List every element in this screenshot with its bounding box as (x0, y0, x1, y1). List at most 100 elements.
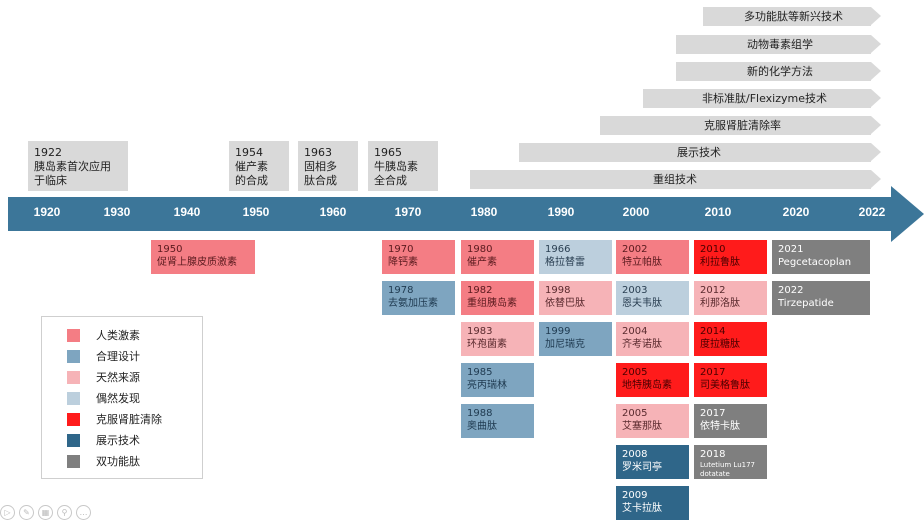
drug-year: 2005 (622, 367, 648, 378)
legend-label: 克服肾脏清除 (96, 413, 162, 426)
legend-item: 合理设计 (67, 348, 140, 364)
drug-card: 1985 亮丙瑞林 (461, 363, 534, 397)
tech-arrow-label: 新的化学方法 (747, 65, 813, 78)
drug-name: 奥曲肽 (467, 421, 497, 432)
drug-card: 1950 促肾上腺皮质激素 (151, 240, 255, 274)
drug-card: 1982 重组胰岛素 (461, 281, 534, 315)
drug-card: 2017 司美格鲁肽 (694, 363, 767, 397)
drug-card: 1966 格拉替雷 (539, 240, 612, 274)
drug-name: 重组胰岛素 (467, 298, 517, 309)
drug-year: 2008 (622, 449, 648, 460)
drug-year: 1988 (467, 408, 493, 419)
legend-label: 天然来源 (96, 371, 140, 384)
drug-year: 2017 (700, 408, 726, 419)
drug-card: 2008 罗米司亭 (616, 445, 689, 479)
drug-name: 依替巴肽 (545, 298, 585, 309)
drug-year: 1980 (467, 244, 493, 255)
tech-arrow-toxinomics: 动物毒素组学 (676, 35, 881, 54)
drug-card: 2010 利拉鲁肽 (694, 240, 767, 274)
legend-swatch (67, 370, 80, 384)
zoom-icon[interactable]: ⚲ (57, 505, 72, 520)
drug-year: 2012 (700, 285, 726, 296)
play-icon[interactable]: ▷ (0, 505, 15, 520)
drug-card: 2022 Tirzepatide (772, 281, 870, 315)
drug-card: 1978 去氨加压素 (382, 281, 455, 315)
drug-year: 2010 (700, 244, 726, 255)
drug-name: 艾卡拉肽 (622, 503, 662, 514)
axis-arrowhead (891, 186, 924, 242)
drug-card: 1988 奥曲肽 (461, 404, 534, 438)
milestone-text: 胰岛素首次应用 于临床 (34, 160, 111, 187)
drug-year: 1978 (388, 285, 414, 296)
legend-swatch (67, 412, 80, 426)
tech-arrow-flexizyme: 非标准肽/Flexizyme技术 (643, 89, 881, 108)
legend: 人类激素 合理设计 天然来源 偶然发现 克服肾脏清除 展示技术 双功能肽 (41, 316, 203, 479)
milestone-year: 1954 (235, 146, 263, 159)
drug-year: 2009 (622, 490, 648, 501)
drug-name: 罗米司亭 (622, 462, 662, 473)
tech-arrow-label: 非标准肽/Flexizyme技术 (702, 92, 827, 105)
drug-year: 2005 (622, 408, 648, 419)
drug-year: 2017 (700, 367, 726, 378)
more-icon[interactable]: … (76, 505, 91, 520)
drug-card: 2014 度拉糖肽 (694, 322, 767, 356)
legend-label: 人类激素 (96, 329, 140, 342)
axis-tick: 1920 (33, 205, 61, 219)
milestone-1963: 1963 固相多 肽合成 (298, 141, 358, 191)
tech-arrow-label: 克服肾脏清除率 (704, 119, 781, 132)
drug-name: 齐考诺肽 (622, 339, 662, 350)
drug-year: 2021 (778, 244, 804, 255)
axis-tick: 2022 (858, 205, 886, 219)
axis-tick: 2020 (782, 205, 810, 219)
drug-card: 2004 齐考诺肽 (616, 322, 689, 356)
drug-card: 2002 特立帕肽 (616, 240, 689, 274)
legend-swatch (67, 391, 80, 405)
axis-tick: 1980 (470, 205, 498, 219)
drug-year: 1950 (157, 244, 183, 255)
drug-name: 利拉鲁肽 (700, 257, 740, 268)
drug-year: 1998 (545, 285, 571, 296)
legend-item: 天然来源 (67, 369, 140, 385)
milestone-year: 1922 (34, 146, 62, 159)
drug-card: 1970 降钙素 (382, 240, 455, 274)
drug-year: 1966 (545, 244, 571, 255)
legend-swatch (67, 433, 80, 447)
slide-toolbar: ▷ ✎ ▦ ⚲ … (0, 505, 91, 520)
drug-name: Lutetium Lu177 dotatate (700, 461, 756, 478)
tech-arrow-label: 多功能肽等新兴技术 (744, 10, 843, 23)
tech-arrow-chemistry: 新的化学方法 (676, 62, 881, 81)
milestone-1954: 1954 催产素 的合成 (229, 141, 289, 191)
tech-arrow-label: 重组技术 (653, 173, 697, 186)
axis-tick: 1970 (394, 205, 422, 219)
axis-tick: 2010 (704, 205, 732, 219)
tech-arrow-renal: 克服肾脏清除率 (600, 116, 881, 135)
legend-swatch (67, 328, 80, 342)
drug-year: 2022 (778, 285, 804, 296)
drug-year: 2004 (622, 326, 648, 337)
drug-name: 催产素 (467, 257, 497, 268)
legend-label: 双功能肽 (96, 455, 140, 468)
drug-card: 2017 依特卡肽 (694, 404, 767, 438)
drug-name: 度拉糖肽 (700, 339, 740, 350)
pen-icon[interactable]: ✎ (19, 505, 34, 520)
tech-arrow-display: 展示技术 (519, 143, 881, 162)
milestone-text: 固相多 肽合成 (304, 160, 337, 187)
drug-name: 加尼瑞克 (545, 339, 585, 350)
drug-name: Tirzepatide (778, 298, 834, 309)
axis-tick: 1940 (173, 205, 201, 219)
drug-card: 2012 利那洛肽 (694, 281, 767, 315)
legend-label: 展示技术 (96, 434, 140, 447)
tech-arrow-label: 展示技术 (677, 146, 721, 159)
drug-card: 2009 艾卡拉肽 (616, 486, 689, 520)
tech-arrow-multifunctional: 多功能肽等新兴技术 (703, 7, 881, 26)
drug-name: 促肾上腺皮质激素 (157, 257, 237, 268)
legend-label: 合理设计 (96, 350, 140, 363)
slides-icon[interactable]: ▦ (38, 505, 53, 520)
drug-card: 2003 恩夫韦肽 (616, 281, 689, 315)
legend-item: 偶然发现 (67, 390, 140, 406)
drug-card: 2005 艾塞那肽 (616, 404, 689, 438)
legend-swatch (67, 454, 80, 468)
drug-name: 降钙素 (388, 257, 418, 268)
milestone-year: 1963 (304, 146, 332, 159)
